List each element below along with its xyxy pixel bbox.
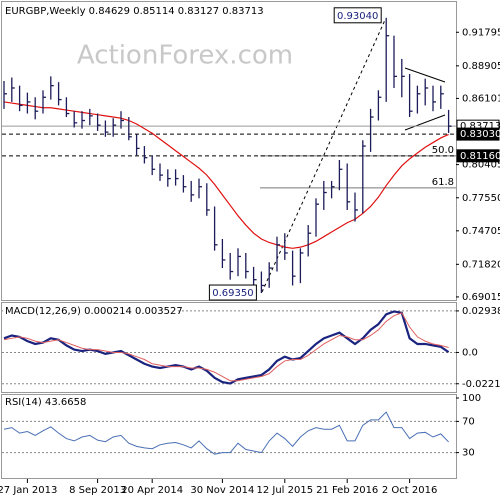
x-tick-label: 30 Nov 2014: [190, 485, 254, 496]
title-bg: [3, 305, 178, 318]
y-tick-label: 30: [462, 448, 475, 459]
annotation-label: 0.69350: [212, 288, 253, 299]
y-tick-label: 100: [462, 393, 481, 404]
y-tick-label: 0.91795: [462, 27, 500, 38]
moving-average: [3, 101, 449, 249]
y-tick-label: 0.69015: [462, 292, 500, 303]
x-tick-label: 27 Jan 2013: [0, 485, 57, 496]
price-title: EURGBP,Weekly 0.84629 0.85114 0.83127 0.…: [5, 6, 264, 17]
annotation-label: 0.93040: [337, 11, 378, 22]
y-tick-label: 0.029387: [462, 306, 500, 317]
price-box: [456, 149, 500, 163]
triangle-upper: [404, 67, 446, 83]
indicator-line: [3, 411, 449, 455]
annotation-box: [208, 284, 257, 301]
macd-title: MACD(12,26,9) 0.000214 0.003527: [5, 306, 183, 317]
y-tick-label: -0.022161: [462, 379, 500, 390]
x-tick-label: 2 Oct 2016: [382, 485, 437, 496]
fib-label: 50.0: [432, 145, 454, 156]
indicator-line: [3, 310, 450, 385]
x-tick-label: 20 Apr 2014: [121, 485, 183, 496]
watermark: ActionForex.com: [77, 41, 293, 71]
title-bg: [3, 396, 83, 409]
macd-panel: [1, 302, 457, 393]
price-box: [456, 127, 500, 141]
annotation-box: [333, 7, 382, 24]
fib-label: 61.8: [432, 177, 454, 188]
y-tick-label: 0.71820: [462, 259, 500, 270]
y-tick-label: 0.74705: [462, 226, 500, 237]
indicator-line: [3, 312, 449, 382]
x-tick-label: 21 Feb 2016: [316, 485, 378, 496]
price-box-label: 0.83030: [460, 129, 500, 140]
price-box-label: 0.81160: [460, 151, 500, 162]
rsi-panel: [1, 394, 457, 479]
title-bg: [3, 4, 228, 18]
triangle-lower: [404, 114, 446, 131]
x-tick-label: 8 Sep 2013: [69, 485, 126, 496]
price-box-label: 0.83713: [460, 121, 500, 132]
y-tick-label: 0.88905: [462, 61, 500, 72]
y-tick-label: 0.80405: [462, 160, 500, 171]
y-tick-label: 0.77550: [462, 193, 500, 204]
y-tick-label: 0.86101: [462, 93, 500, 104]
y-tick-label: 0.0: [462, 347, 478, 358]
x-tick-label: 12 Jul 2015: [256, 485, 313, 496]
rsi-title: RSI(14) 43.6658: [5, 397, 86, 408]
y-tick-label: 70: [462, 416, 475, 427]
